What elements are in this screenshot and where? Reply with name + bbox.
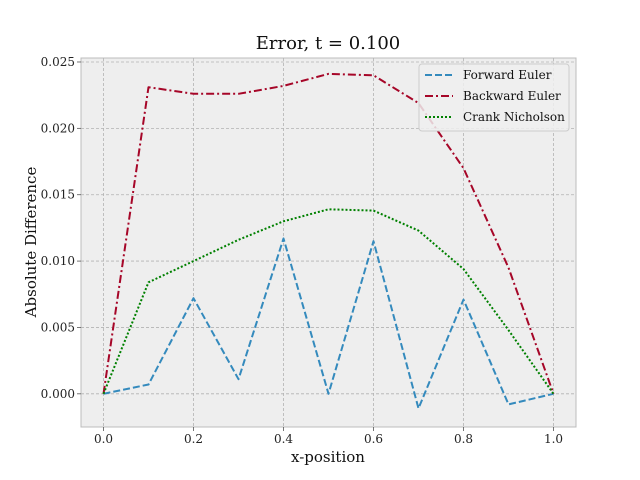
chart-title: Error, t = 0.100 [256,33,401,54]
series-line-backward-euler [102,72,555,395]
x-tick-label: 0.4 [274,432,293,446]
legend-label-forward-euler: Forward Euler [463,68,552,82]
x-axis: 0.0 0.2 0.4 0.6 0.8 1.0 [94,427,563,446]
legend-label-backward-euler: Backward Euler [463,89,561,103]
series-layer [102,72,555,410]
x-tick-label: 1.0 [544,432,563,446]
x-tick-label: 0.6 [364,432,383,446]
y-tick-label: 0.015 [41,188,75,202]
series-line-forward-euler [103,237,554,410]
legend: Forward Euler Backward Euler Crank Nichols… [418,63,570,132]
y-tick-label: 0.000 [41,387,75,401]
y-tick-label: 0.025 [41,55,75,69]
x-tick-label: 0.2 [184,432,203,446]
y-tick-label: 0.005 [41,320,75,334]
x-axis-label: x-position [291,448,365,466]
y-tick-label: 0.010 [41,254,75,268]
legend-box [418,63,570,132]
x-tick-label: 0.8 [454,432,473,446]
series-line-crank-nicholson [102,208,555,395]
x-tick-label: 0.0 [94,432,113,446]
y-tick-label: 0.020 [41,121,75,135]
y-axis-label: Absolute Difference [22,167,40,319]
y-axis: 0.000 0.005 0.010 0.015 0.020 0.025 [41,55,81,401]
legend-label-crank-nicholson: Crank Nicholson [463,110,565,124]
